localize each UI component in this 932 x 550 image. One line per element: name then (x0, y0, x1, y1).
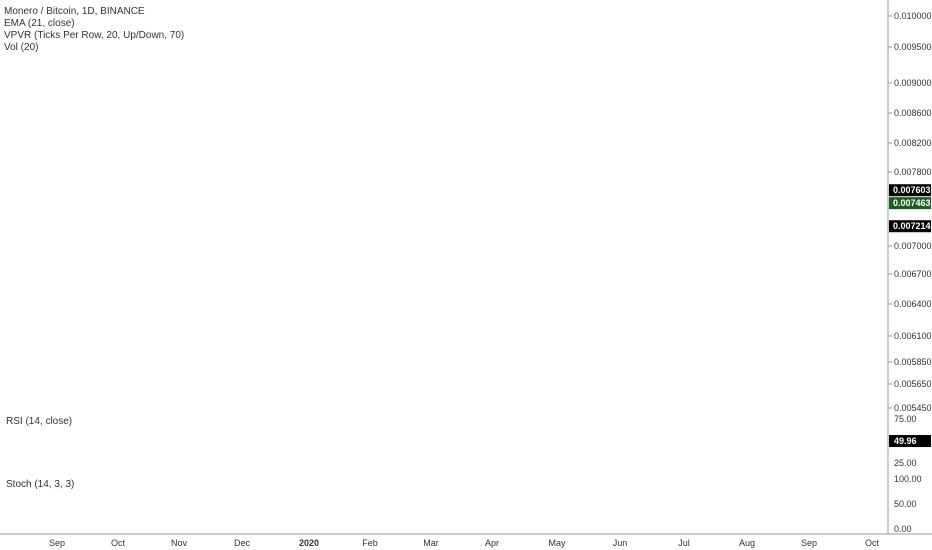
price-tick-label: 0.006400 (894, 299, 932, 309)
price-tick-label: 0.008600 (894, 108, 932, 118)
time-tick-label: Oct (865, 538, 880, 548)
time-tick-label: Sep (49, 538, 65, 548)
price-label-box (889, 197, 931, 210)
time-tick-label: Aug (739, 538, 755, 548)
legend-symbol[interactable]: Monero / Bitcoin, 1D, BINANCE (4, 6, 145, 17)
stoch-legend[interactable]: Stoch (14, 3, 3) (4, 479, 77, 490)
time-tick-label: Jul (678, 538, 690, 548)
price-tick-label: 0.009500 (894, 42, 932, 52)
time-tick-label: May (548, 538, 566, 548)
legend-ema[interactable]: EMA (21, close) (4, 18, 75, 29)
price-tick-label: 0.010000 (894, 11, 932, 21)
price-label-box (889, 184, 931, 197)
time-tick-label: 2020 (299, 538, 319, 548)
price-tick-label: 0.006100 (894, 331, 932, 341)
time-tick-label: Sep (801, 538, 817, 548)
stoch-tick-label: 0.00 (894, 524, 912, 534)
rsi-legend[interactable]: RSI (14, close) (4, 416, 75, 427)
price-tick-label: 0.006700 (894, 269, 932, 279)
legend-vpvr[interactable]: VPVR (Ticks Per Row, 20, Up/Down, 70) (4, 30, 185, 41)
time-tick-label: Dec (234, 538, 251, 548)
price-label-text: 0.007603 (893, 185, 931, 195)
price-tick-label: 0.005850 (894, 357, 932, 367)
stoch-tick-label: 100.00 (894, 474, 922, 484)
price-label-text: 0.007214 (893, 221, 931, 231)
price-tick-label: 0.008200 (894, 138, 932, 148)
rsi-tick-label: 75.00 (894, 414, 917, 424)
rsi-tick-label: 25.00 (894, 458, 917, 468)
legend-vol[interactable]: Vol (20) (4, 42, 39, 53)
price-tick-label: 0.005450 (894, 403, 932, 413)
price-label-box (889, 220, 931, 233)
time-tick-label: Nov (171, 538, 188, 548)
price-tick-label: 0.005650 (894, 379, 932, 389)
price-tick-label: 0.007000 (894, 241, 932, 251)
time-tick-label: Jun (613, 538, 628, 548)
time-tick-label: Mar (423, 538, 439, 548)
time-tick-label: Oct (111, 538, 126, 548)
rsi-value-text: 49.96 (894, 436, 917, 446)
rsi-value-box (889, 435, 931, 448)
price-tick-label: 0.007800 (894, 167, 932, 177)
price-label-text: 0.007463 (893, 198, 931, 208)
stoch-tick-label: 50.00 (894, 499, 917, 509)
time-tick-label: Apr (485, 538, 499, 548)
time-tick-label: Feb (362, 538, 378, 548)
price-tick-label: 0.009000 (894, 78, 932, 88)
chart-legend: Monero / Bitcoin, 1D, BINANCE EMA (21, c… (4, 6, 184, 54)
